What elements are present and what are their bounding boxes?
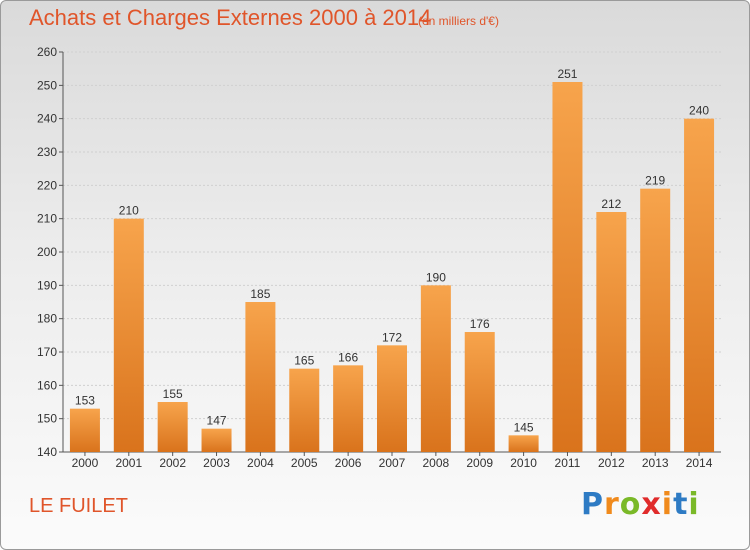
value-label-2001: 210 — [119, 204, 139, 218]
y-tick-label: 150 — [37, 412, 57, 426]
y-tick-label: 260 — [37, 45, 57, 59]
value-label-2009: 176 — [470, 317, 490, 331]
y-tick-label: 170 — [37, 345, 57, 359]
x-tick-label-2004: 2004 — [247, 456, 274, 470]
bar-2006 — [333, 365, 364, 452]
x-tick-label-2000: 2000 — [72, 456, 99, 470]
y-tick-label: 190 — [37, 278, 57, 292]
x-tick-label-2009: 2009 — [466, 456, 493, 470]
value-label-2013: 219 — [645, 174, 665, 188]
value-label-2008: 190 — [426, 270, 446, 284]
chart-subtitle: (en milliers d'€) — [418, 14, 499, 28]
bar-2011 — [552, 82, 583, 452]
value-label-2003: 147 — [207, 414, 227, 428]
y-tick-label: 250 — [37, 78, 57, 92]
bars — [69, 82, 715, 453]
chart-title: Achats et Charges Externes 2000 à 2014 — [29, 5, 432, 30]
labels: 153 2000 210 2001 155 2002 147 2003 185 2004 165 20… — [72, 67, 713, 470]
y-tick-label: 200 — [37, 245, 57, 259]
axes: 140 150 160 170 180 190 200 210 220 230 240 250 260 — [37, 45, 721, 459]
x-tick-label-2008: 2008 — [423, 456, 450, 470]
bar-2005 — [289, 368, 320, 452]
x-tick-label-2007: 2007 — [379, 456, 406, 470]
x-tick-label-2005: 2005 — [291, 456, 318, 470]
x-tick-label-2002: 2002 — [159, 456, 186, 470]
logo-letter: x — [641, 487, 662, 522]
value-label-2014: 240 — [689, 104, 709, 118]
y-tick-label: 160 — [37, 378, 57, 392]
x-tick-label-2001: 2001 — [115, 456, 142, 470]
logo-letter: i — [688, 487, 700, 522]
x-tick-label-2014: 2014 — [686, 456, 713, 470]
bar-2004 — [245, 302, 276, 452]
value-label-2005: 165 — [294, 354, 314, 368]
bar-2003 — [201, 428, 232, 452]
bar-2008 — [420, 285, 451, 452]
logo-letter: P — [581, 487, 604, 522]
y-tick-label: 140 — [37, 445, 57, 459]
bar-2014 — [684, 118, 715, 453]
bar-2007 — [377, 345, 407, 452]
value-label-2004: 185 — [250, 287, 270, 301]
value-label-2011: 251 — [557, 67, 577, 81]
bar-2009 — [464, 332, 495, 452]
x-tick-label-2013: 2013 — [642, 456, 669, 470]
value-label-2002: 155 — [163, 387, 183, 401]
bar-2001 — [113, 218, 144, 452]
logo-letter: o — [619, 487, 642, 522]
y-tick-label: 240 — [37, 112, 57, 126]
value-label-2012: 212 — [601, 197, 621, 211]
x-tick-label-2003: 2003 — [203, 456, 230, 470]
bar-2010 — [508, 435, 539, 452]
y-tick-label: 210 — [37, 212, 57, 226]
value-label-2007: 172 — [382, 330, 402, 344]
logo-letter: r — [604, 487, 620, 522]
value-label-2000: 153 — [75, 394, 95, 408]
logo-letter: t — [673, 487, 689, 522]
y-tick-label: 180 — [37, 312, 57, 326]
value-label-2010: 145 — [514, 420, 534, 434]
bar-2000 — [69, 408, 100, 452]
bar-2013 — [640, 188, 671, 452]
place-name: LE FUILET — [29, 495, 128, 517]
proxiti-logo: Proxiti — [581, 487, 700, 522]
y-tick-label: 220 — [37, 178, 57, 192]
value-label-2006: 166 — [338, 350, 358, 364]
y-tick-label: 230 — [37, 145, 57, 159]
x-tick-label-2006: 2006 — [335, 456, 362, 470]
logo-letter: i — [661, 487, 674, 522]
x-tick-label-2010: 2010 — [510, 456, 537, 470]
x-tick-label-2012: 2012 — [598, 456, 625, 470]
x-tick-label-2011: 2011 — [555, 456, 581, 470]
bar-2012 — [596, 212, 627, 452]
bar-2002 — [157, 402, 188, 452]
